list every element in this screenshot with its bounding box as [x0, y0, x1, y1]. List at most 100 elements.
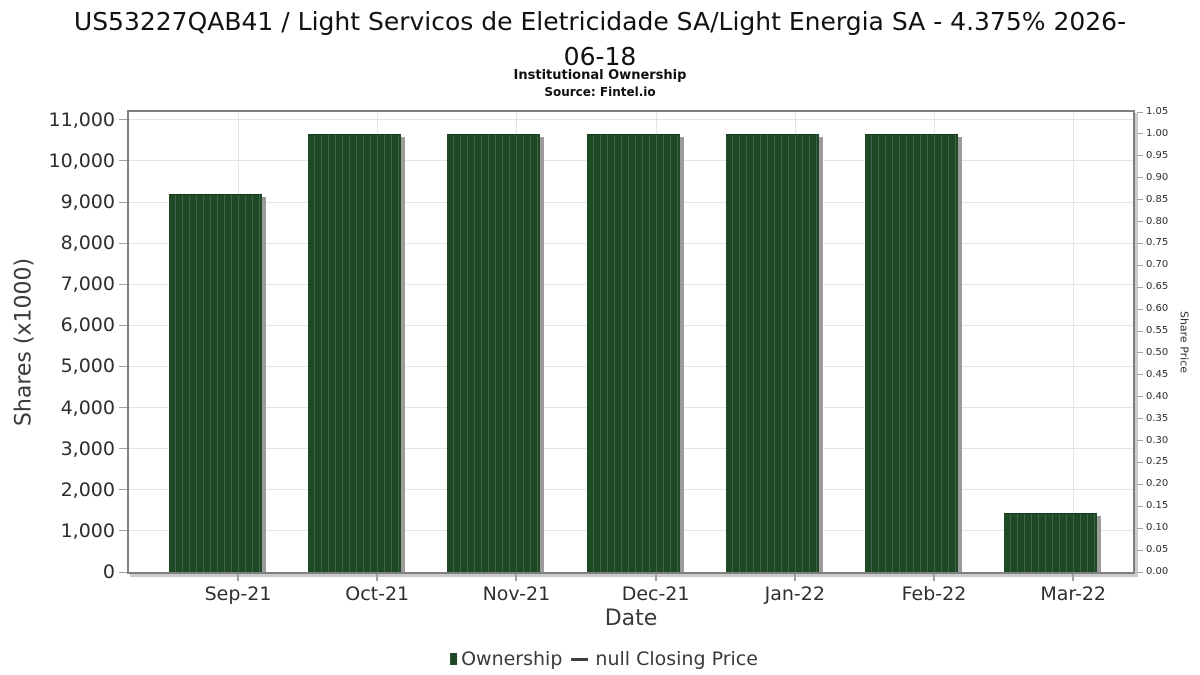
y-left-tick — [119, 407, 127, 409]
y-left-tick-label: 10,000 — [48, 149, 115, 172]
y-right-tick — [1137, 505, 1143, 507]
y-right-tick — [1137, 286, 1143, 288]
x-tick — [654, 574, 657, 581]
y-right-tick — [1137, 396, 1143, 398]
y-right-tick-label: 0.90 — [1146, 171, 1169, 183]
y-left-tick — [119, 571, 127, 573]
y-right-tick-label: 0.25 — [1146, 456, 1169, 468]
y-right-tick — [1137, 352, 1143, 354]
legend-label-price: null Closing Price — [595, 648, 758, 670]
chart-source: Source: Fintel.io — [544, 85, 656, 99]
bar-dec-21[interactable] — [586, 133, 680, 572]
y-right-tick — [1137, 155, 1143, 157]
y-right-tick-label: 0.60 — [1146, 303, 1169, 315]
y-left-tick-label: 0 — [102, 561, 115, 583]
y-axis-label-right: Share Price — [1177, 310, 1191, 374]
y-right-tick — [1137, 374, 1143, 376]
y-left-tick — [119, 324, 127, 326]
x-tick-label: Sep-21 — [204, 583, 272, 605]
y-right-tick-label: 1.00 — [1146, 127, 1169, 139]
x-tick — [237, 574, 239, 581]
y-left-tick-label: 8,000 — [60, 232, 115, 255]
y-right-tick-label: 0.15 — [1146, 500, 1169, 512]
x-tick-label: Nov-21 — [482, 583, 551, 605]
y-right-tick — [1137, 177, 1143, 179]
y-left-tick — [119, 119, 127, 121]
y-right-tick — [1137, 418, 1143, 420]
y-left-tick-label: 11,000 — [48, 108, 115, 131]
x-tick-label: Dec-21 — [621, 583, 690, 605]
legend: Ownership null Closing Price — [450, 648, 758, 670]
y-right-tick-label: 0.00 — [1146, 566, 1169, 577]
x-axis-label: Date — [604, 606, 658, 631]
y-left-tick — [119, 201, 127, 203]
h-gridline — [129, 119, 1133, 121]
y-right-tick-label: 0.95 — [1146, 149, 1169, 161]
y-right-tick — [1137, 549, 1143, 551]
y-right-tick-label: 0.40 — [1146, 390, 1169, 402]
y-left-tick — [119, 160, 127, 162]
x-tick — [793, 574, 796, 581]
y-left-tick — [119, 365, 127, 367]
y-right-tick-label: 0.85 — [1146, 193, 1169, 205]
y-left-tick-label: 5,000 — [60, 355, 115, 378]
page-title: US53227QAB41 / Light Servicos de Eletric… — [0, 4, 1200, 74]
y-right-tick-label: 0.65 — [1146, 281, 1169, 293]
y-left-tick-label: 7,000 — [60, 273, 115, 296]
y-right-tick-label: 0.35 — [1146, 412, 1169, 424]
y-right-tick-label: 0.30 — [1146, 434, 1169, 446]
y-right-tick — [1137, 461, 1143, 463]
y-left-tick-label: 1,000 — [60, 519, 115, 542]
y-right-tick — [1137, 242, 1143, 244]
x-tick — [515, 574, 518, 581]
y-right-tick-label: 0.05 — [1146, 544, 1169, 556]
y-right-tick-label: 0.55 — [1146, 325, 1169, 337]
y-right-tick — [1137, 133, 1143, 135]
y-left-tick-label: 6,000 — [60, 314, 115, 337]
y-right-tick — [1137, 440, 1143, 442]
bar-feb-22[interactable] — [865, 133, 958, 572]
x-tick — [376, 574, 379, 581]
y-right-tick — [1137, 264, 1143, 266]
y-left-tick-label: 2,000 — [60, 478, 115, 501]
y-left-tick — [119, 448, 127, 450]
bar-sep-21[interactable] — [169, 193, 262, 572]
price-line-marker-icon — [571, 657, 589, 661]
y-right-tick-label: 0.80 — [1146, 215, 1169, 227]
bar-nov-21[interactable] — [447, 133, 541, 572]
page-title-line2: 06-18 — [563, 42, 637, 71]
y-right-tick-label: 1.05 — [1146, 106, 1169, 117]
y-right-tick — [1137, 483, 1143, 485]
y-right-tick — [1137, 527, 1143, 529]
x-tick — [933, 574, 935, 581]
y-right-tick — [1137, 111, 1143, 113]
y-right-tick — [1137, 330, 1143, 332]
y-right-tick-label: 0.20 — [1146, 478, 1169, 490]
y-left-tick — [119, 489, 127, 491]
x-tick-label: Oct-21 — [345, 583, 410, 605]
bar-oct-21[interactable] — [308, 133, 402, 572]
y-right-tick-label: 0.75 — [1146, 237, 1169, 249]
y-right-tick — [1137, 221, 1143, 223]
page-title-line1: US53227QAB41 / Light Servicos de Eletric… — [73, 7, 1127, 36]
plot-area — [127, 110, 1135, 574]
y-right-tick-label: 0.45 — [1146, 368, 1169, 380]
x-tick-label: Jan-22 — [764, 583, 825, 605]
bar-jan-22[interactable] — [725, 133, 819, 572]
y-left-tick — [119, 283, 127, 285]
y-right-tick — [1137, 199, 1143, 201]
x-tick-label: Feb-22 — [901, 583, 967, 605]
v-gridline — [1073, 112, 1075, 572]
x-tick-label: Mar-22 — [1040, 583, 1107, 605]
y-left-tick-label: 9,000 — [60, 191, 115, 214]
y-left-tick-label: 3,000 — [60, 437, 115, 460]
y-right-tick-label: 0.70 — [1146, 259, 1169, 271]
legend-label-ownership: Ownership — [461, 648, 563, 670]
bar-mar-22[interactable] — [1004, 513, 1098, 572]
y-left-tick — [119, 242, 127, 244]
y-right-tick — [1137, 571, 1143, 573]
x-tick — [1072, 574, 1075, 581]
y-right-tick — [1137, 308, 1143, 310]
y-right-tick-label: 0.10 — [1146, 522, 1169, 534]
